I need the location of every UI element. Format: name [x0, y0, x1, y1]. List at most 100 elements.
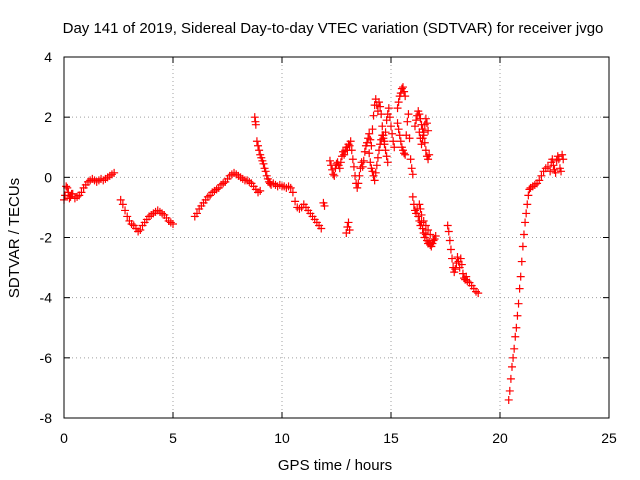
data-point-marker [353, 183, 362, 192]
data-point-marker [457, 260, 466, 269]
data-point-marker [456, 254, 465, 263]
data-point-marker [364, 134, 373, 143]
data-point-marker [474, 289, 483, 298]
data-point-marker [504, 395, 513, 404]
data-point-marker [166, 218, 175, 227]
data-point-marker [388, 129, 397, 138]
data-point-marker [408, 170, 417, 179]
data-point-marker [509, 353, 518, 362]
data-point-marker [370, 176, 379, 185]
data-point-marker [425, 150, 434, 159]
data-point-marker [524, 191, 533, 200]
data-point-marker [116, 195, 125, 204]
data-point-marker [415, 110, 424, 119]
data-point-marker [429, 236, 438, 245]
data-point-marker [379, 134, 388, 143]
data-point-marker [419, 128, 428, 137]
data-point-marker [400, 149, 409, 158]
data-point-marker [408, 192, 417, 201]
data-point-marker [396, 89, 405, 98]
data-point-marker [330, 171, 339, 180]
data-point-marker [522, 209, 531, 218]
data-point-marker [451, 265, 460, 274]
data-point-marker [415, 200, 424, 209]
data-point-marker [419, 216, 428, 225]
data-point-marker [393, 119, 402, 128]
y-tick-label: -4 [40, 290, 53, 306]
data-point-marker [417, 210, 426, 219]
y-tick-label: 4 [44, 49, 52, 65]
data-point-marker [317, 224, 326, 233]
data-point-marker [366, 158, 375, 167]
data-point-marker [385, 113, 394, 122]
data-point-marker [537, 171, 546, 180]
data-point-marker [505, 386, 514, 395]
data-point-marker [348, 155, 357, 164]
data-point-marker [515, 284, 524, 293]
data-point-marker [325, 156, 334, 165]
data-point-marker [219, 179, 228, 188]
data-point-marker [393, 104, 402, 113]
data-point-marker [368, 125, 377, 134]
data-point-marker [403, 117, 412, 126]
data-point-marker [519, 230, 528, 239]
chart-title: Day 141 of 2019, Sidereal Day-to-day VTE… [63, 20, 604, 37]
data-point-marker [347, 146, 356, 155]
data-point-marker [422, 119, 431, 128]
data-point-marker [376, 102, 385, 111]
data-point-marker [444, 227, 453, 236]
data-point-marker [68, 189, 77, 198]
data-point-marker [359, 156, 368, 165]
data-point-marker [420, 138, 429, 147]
data-point-marker [291, 197, 300, 206]
data-point-marker [372, 161, 381, 170]
data-point-marker [169, 219, 177, 228]
data-point-marker [371, 168, 380, 177]
data-point-marker [110, 168, 119, 177]
data-point-marker [512, 323, 521, 332]
data-point-marker [507, 362, 516, 371]
data-point-marker [344, 218, 353, 227]
axis-ticks: 0 5 10 15 20 25 -8 -6 -4 -2 0 2 4 [40, 49, 617, 446]
data-point-marker [375, 98, 384, 107]
data-point-marker [335, 164, 344, 173]
x-tick-label: 0 [60, 430, 68, 446]
data-point-marker [355, 171, 364, 180]
data-point-marker [396, 137, 405, 146]
data-point-marker [390, 143, 399, 152]
data-point-marker [446, 245, 455, 254]
data-point-marker [398, 83, 407, 92]
data-point-marker [259, 159, 268, 168]
data-point-marker [357, 158, 366, 167]
data-point-marker [118, 200, 127, 209]
data-point-marker [295, 204, 304, 213]
data-point-marker [62, 182, 71, 191]
data-point-marker [412, 116, 421, 125]
data-point-marker [367, 141, 376, 150]
data-point-marker [405, 134, 414, 143]
data-point-marker [513, 311, 522, 320]
data-point-marker [327, 161, 336, 170]
data-point-marker [192, 209, 201, 218]
x-tick-label: 20 [492, 430, 508, 446]
data-point-marker [426, 230, 435, 239]
data-point-marker [250, 113, 259, 122]
data-point-marker [382, 152, 391, 161]
data-point-marker [255, 146, 264, 155]
data-point-marker [418, 134, 427, 143]
y-tick-label: 2 [44, 109, 52, 125]
data-point-marker [256, 186, 265, 195]
data-point-marker [365, 149, 374, 158]
y-tick-label: 0 [44, 169, 52, 185]
data-point-marker [320, 201, 329, 210]
data-point-marker [77, 188, 86, 197]
data-point-marker [546, 167, 555, 176]
data-point-marker [462, 272, 471, 281]
data-point-marker [345, 141, 354, 150]
x-tick-label: 25 [601, 430, 617, 446]
data-point-marker [558, 150, 567, 159]
data-point-marker [443, 221, 452, 230]
data-point-marker [543, 162, 552, 171]
data-point-marker [365, 129, 374, 138]
